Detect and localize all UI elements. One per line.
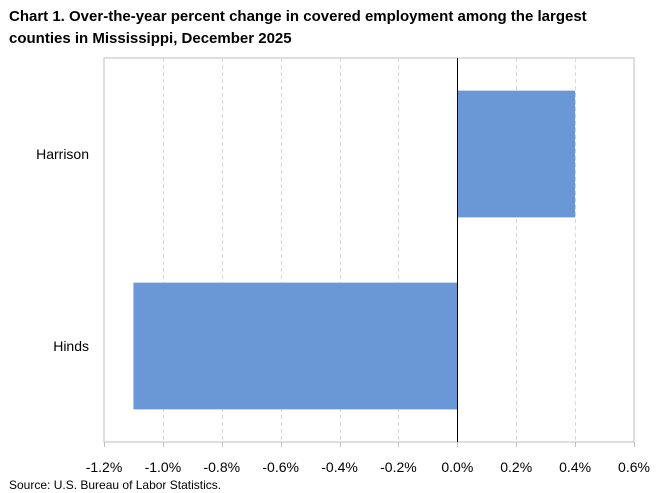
bar-hinds [133,282,458,410]
bar-harrison [457,90,576,218]
x-tick-label: -1.2% [86,459,123,475]
x-tick-label: -1.0% [145,459,182,475]
chart-title: Chart 1. Over-the-year percent change in… [9,6,649,50]
chart-title-line-2: counties in Mississippi, December 2025 [9,30,292,47]
x-tick-label: -0.6% [262,459,299,475]
category-label-hinds: Hinds [53,338,89,354]
x-tick-label: 0.2% [500,459,532,475]
plot-area-border [103,57,635,443]
x-tick-label: -0.8% [203,459,240,475]
source-note: Source: U.S. Bureau of Labor Statistics. [9,478,222,492]
x-tick-label: 0.4% [559,459,591,475]
chart-title-line-1: Chart 1. Over-the-year percent change in… [9,8,587,25]
x-tick-label: 0.0% [441,459,473,475]
x-tick-label: 0.6% [618,459,650,475]
category-label-harrison: Harrison [36,146,89,162]
x-tick-label: -0.4% [321,459,358,475]
x-tick-label: -0.2% [380,459,417,475]
